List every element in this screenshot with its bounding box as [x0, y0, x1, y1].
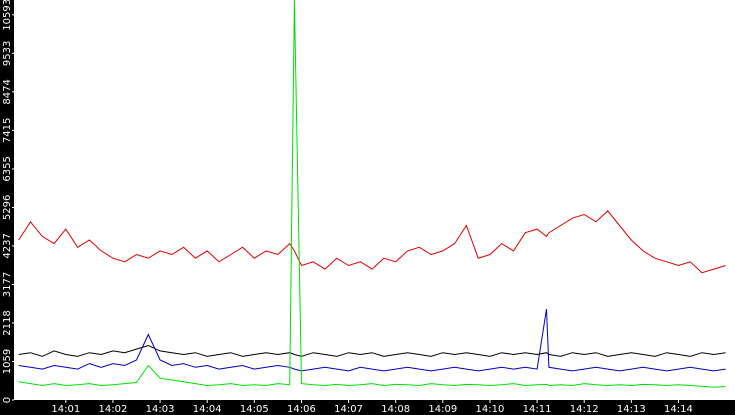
y-tick-label: 2118 — [2, 310, 13, 335]
x-tick-label: 14:12 — [570, 404, 599, 415]
x-tick-label: 14:06 — [287, 404, 316, 415]
y-tick-label: 6355 — [2, 156, 13, 181]
x-tick-label: 14:07 — [334, 404, 363, 415]
x-tick-label: 14:13 — [617, 404, 646, 415]
x-tick-label: 14:02 — [99, 404, 128, 415]
x-tick-label: 14:03 — [146, 404, 175, 415]
x-tick-label: 14:09 — [428, 404, 457, 415]
y-tick-label: 3177 — [2, 272, 13, 297]
x-tick-label: 14:14 — [664, 404, 693, 415]
y-tick-label: 9533 — [2, 41, 13, 66]
y-tick-label: 8474 — [2, 79, 13, 104]
series-line — [18, 309, 726, 372]
x-tick-label: 14:05 — [240, 404, 269, 415]
series-line — [18, 344, 726, 357]
x-tick-label: 14:04 — [193, 404, 222, 415]
x-axis-strip — [0, 400, 735, 415]
series-line — [18, 210, 726, 274]
y-tick-label: 0 — [2, 397, 13, 403]
y-axis-strip — [0, 0, 14, 415]
x-tick-label: 14:08 — [381, 404, 410, 415]
y-tick-label: 10593 — [2, 0, 13, 31]
y-tick-label: 4237 — [2, 233, 13, 258]
y-tick-label: 1059 — [2, 349, 13, 374]
series-line — [18, 0, 726, 388]
y-tick-label: 7415 — [2, 118, 13, 143]
x-tick-label: 14:11 — [523, 404, 552, 415]
x-tick-label: 14:01 — [51, 404, 80, 415]
x-tick-label: 14:10 — [476, 404, 505, 415]
y-tick-label: 5296 — [2, 195, 13, 220]
